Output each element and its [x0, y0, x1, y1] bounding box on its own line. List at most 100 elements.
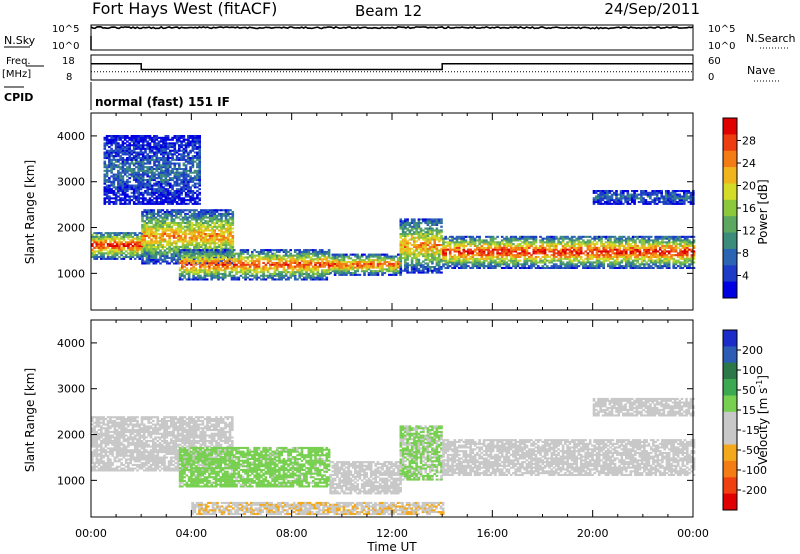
power-echo-cell	[206, 234, 210, 237]
power-echo-cell	[530, 241, 533, 244]
power-echo-cell	[512, 235, 515, 238]
power-echo-cell	[406, 266, 409, 269]
power-echo-cell	[482, 241, 486, 244]
power-echo-cell	[121, 168, 125, 171]
power-echo-cell	[369, 264, 373, 267]
power-echo-cell	[638, 250, 642, 253]
power-echo-cell	[195, 236, 198, 239]
power-echo-cell	[347, 257, 350, 260]
power-echo-cell	[284, 260, 288, 263]
power-echo-cell	[163, 251, 167, 254]
power-echo-cell	[503, 239, 506, 242]
power-echo-cell	[219, 276, 222, 279]
power-echo-cell	[178, 274, 182, 277]
power-echo-cell	[111, 232, 114, 235]
power-echo-cell	[401, 233, 405, 236]
power-echo-cell	[208, 247, 212, 250]
power-echo-cell	[433, 256, 436, 259]
power-echo-cell	[152, 211, 156, 214]
power-echo-cell	[163, 253, 167, 256]
power-echo-cell	[593, 255, 596, 258]
power-echo-cell	[347, 255, 350, 258]
power-echo-cell	[645, 250, 648, 253]
power-echo-cell	[559, 254, 563, 257]
power-echo-cell	[314, 250, 317, 253]
power-echo-cell	[210, 256, 213, 259]
power-echo-cell	[229, 225, 232, 228]
power-echo-cell	[426, 218, 430, 221]
power-echo-cell	[647, 257, 651, 260]
power-echo-cell	[631, 235, 635, 238]
power-echo-cell	[408, 249, 412, 252]
power-echo-cell	[541, 246, 545, 249]
power-echo-cell	[442, 257, 445, 260]
power-echo-cell	[211, 220, 214, 223]
power-echo-cell	[658, 248, 662, 251]
power-echo-cell	[419, 253, 423, 256]
power-echo-cell	[566, 244, 569, 247]
power-echo-cell	[183, 269, 186, 272]
power-echo-cell	[103, 175, 107, 178]
power-echo-cell	[327, 271, 331, 274]
power-echo-cell	[476, 239, 479, 242]
date-label: 24/Sep/2011	[604, 0, 700, 18]
power-echo-cell	[534, 261, 538, 264]
power-echo-cell	[105, 201, 109, 204]
power-echo-cell	[442, 239, 445, 242]
power-echo-cell	[204, 233, 207, 236]
power-echo-cell	[278, 265, 281, 268]
power-echo-cell	[566, 243, 569, 246]
power-echo-cell	[217, 276, 220, 279]
power-echo-cell	[113, 257, 117, 260]
power-echo-cell	[388, 257, 391, 260]
power-echo-cell	[248, 265, 252, 268]
power-echo-cell	[105, 191, 109, 194]
power-echo-cell	[262, 258, 265, 261]
power-echo-cell	[161, 245, 165, 248]
power-echo-cell	[206, 227, 210, 230]
power-echo-cell	[500, 239, 504, 242]
power-echo-cell	[97, 239, 101, 242]
power-echo-cell	[442, 243, 445, 246]
power-echo-cell	[620, 252, 624, 255]
power-echo-cell	[91, 237, 94, 240]
power-echo-cell	[305, 256, 308, 259]
power-echo-cell	[413, 222, 416, 225]
power-echo-cell	[369, 259, 373, 262]
power-echo-cell	[401, 244, 405, 247]
power-echo-cell	[105, 153, 109, 156]
power-echo-cell	[293, 249, 297, 252]
power-echo-cell	[323, 271, 326, 274]
power-echo-cell	[195, 229, 198, 232]
power-echo-cell	[559, 248, 563, 251]
power-echo-cell	[143, 260, 146, 263]
power-echo-cell	[349, 261, 353, 264]
power-echo-cell	[217, 233, 221, 236]
power-echo-cell	[213, 209, 216, 212]
power-echo-cell	[217, 250, 220, 253]
power-echo-cell	[150, 253, 153, 256]
power-echo-cell	[103, 146, 107, 149]
power-echo-cell	[444, 237, 447, 240]
power-echo-cell	[227, 231, 230, 234]
power-echo-cell	[410, 260, 414, 263]
power-echo-cell	[202, 212, 205, 215]
power-echo-cell	[570, 250, 574, 253]
power-echo-cell	[133, 254, 137, 257]
power-echo-cell	[579, 257, 583, 260]
power-echo-cell	[213, 249, 216, 252]
power-echo-cell	[91, 250, 94, 253]
power-echo-cell	[217, 267, 220, 270]
power-echo-cell	[419, 251, 423, 254]
power-echo-cell	[293, 271, 297, 274]
power-echo-cell	[652, 241, 655, 244]
power-echo-cell	[199, 238, 203, 241]
power-echo-cell	[496, 241, 499, 244]
power-echo-cell	[284, 250, 288, 253]
power-echo-cell	[179, 225, 183, 228]
power-echo-cell	[147, 225, 151, 228]
power-echo-cell	[300, 265, 304, 268]
power-echo-cell	[210, 263, 213, 266]
power-echo-cell	[231, 218, 235, 221]
power-echo-cell	[253, 261, 256, 264]
